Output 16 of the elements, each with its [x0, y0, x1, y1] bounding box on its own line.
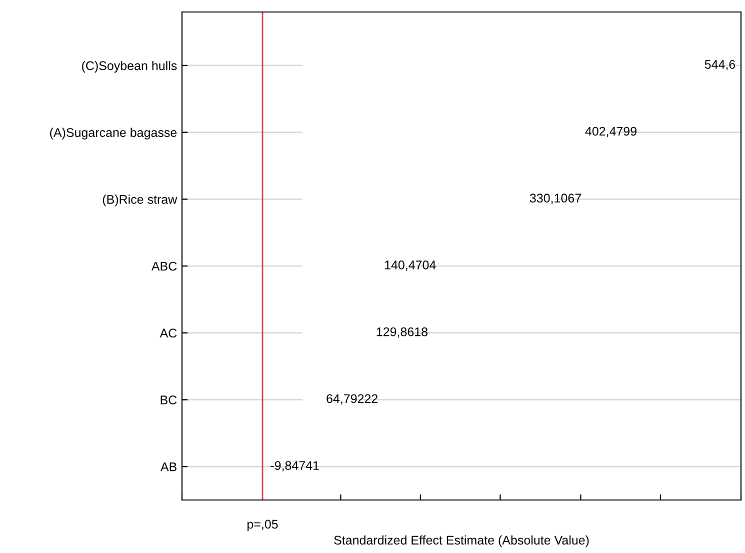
y-tick-label: (B)Rice straw — [102, 194, 178, 206]
data-label: 330,1067 — [530, 194, 581, 204]
y-tick-label: (A)Sugarcane bagasse — [50, 128, 177, 140]
y-tick-label: (C)Soybean hulls — [82, 60, 177, 73]
data-label: -9,84741 — [270, 461, 319, 472]
data-label: 140,4704 — [384, 260, 436, 271]
data-label: 129,8618 — [376, 327, 428, 338]
data-label: 64,79222 — [326, 394, 378, 405]
y-tick-label: ABC — [151, 262, 177, 271]
ref-line-label: p=,05 — [248, 520, 278, 532]
y-tick-label: AB — [160, 462, 176, 472]
x-axis-title: Standardized Effect Estimate (Absolute Value) — [334, 535, 589, 548]
data-label: 402,4799 — [585, 126, 636, 138]
data-label: 544,6 — [704, 60, 736, 70]
y-tick-label: AC — [160, 328, 177, 338]
y-tick-label: BC — [160, 396, 177, 404]
